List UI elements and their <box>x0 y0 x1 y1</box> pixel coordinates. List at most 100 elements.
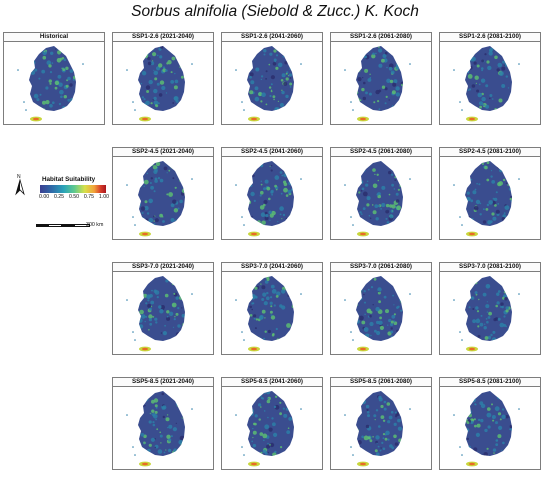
suitability-patch <box>366 203 370 207</box>
small-island <box>235 414 237 416</box>
suitability-patch <box>264 179 269 184</box>
suitability-patch <box>508 47 512 52</box>
suitability-patch <box>253 314 257 318</box>
suitability-patch <box>375 435 380 440</box>
suitability-patch <box>510 428 512 431</box>
suitability-patch <box>160 442 162 444</box>
suitability-patch <box>397 426 402 431</box>
suitability-patch <box>399 184 403 188</box>
suitability-patch <box>179 102 182 104</box>
suitability-patch <box>470 420 474 425</box>
suitability-patch <box>169 278 172 281</box>
suitability-patch <box>30 70 36 75</box>
suitability-patch <box>364 301 366 304</box>
suitability-patch <box>289 77 292 79</box>
suitability-patch <box>181 105 184 108</box>
suitability-patch <box>167 448 172 453</box>
suitability-patch <box>357 446 361 449</box>
suitability-patch <box>380 208 382 210</box>
suitability-patch <box>475 49 478 52</box>
suitability-patch <box>150 102 153 105</box>
suitability-patch <box>496 439 498 441</box>
suitability-patch <box>468 88 472 91</box>
suitability-patch <box>359 291 362 294</box>
small-island <box>126 299 128 301</box>
suitability-patch <box>478 183 481 186</box>
suitability-patch <box>473 61 477 65</box>
korea-suitability-map <box>344 46 411 122</box>
suitability-patch <box>508 187 512 191</box>
suitability-patch <box>285 407 289 411</box>
suitability-patch <box>275 188 278 191</box>
suitability-patch <box>268 86 272 89</box>
suitability-patch <box>181 220 185 225</box>
suitability-patch <box>276 338 280 341</box>
suitability-patch <box>58 82 63 87</box>
suitability-patch <box>372 183 378 189</box>
small-island <box>132 331 134 333</box>
suitability-patch <box>382 447 386 451</box>
suitability-patch <box>263 410 266 412</box>
suitability-patch <box>356 330 360 334</box>
suitability-patch <box>399 282 401 284</box>
suitability-patch <box>504 62 509 67</box>
suitability-patch <box>153 88 158 94</box>
suitability-patch <box>45 100 50 105</box>
suitability-patch <box>481 69 483 72</box>
suitability-patch <box>168 192 173 197</box>
suitability-patch <box>279 171 283 174</box>
suitability-patch <box>496 391 502 397</box>
suitability-patch <box>175 422 177 424</box>
suitability-patch <box>485 104 490 109</box>
suitability-patch <box>385 430 390 436</box>
suitability-patch <box>502 214 506 218</box>
suitability-patch <box>357 68 360 71</box>
suitability-patch <box>166 172 168 174</box>
small-island <box>191 178 193 180</box>
suitability-patch <box>361 164 365 168</box>
suitability-patch <box>157 54 159 57</box>
suitability-patch <box>148 79 153 85</box>
suitability-patch <box>150 185 154 190</box>
jeju-high-suitability <box>469 117 475 121</box>
suitability-patch <box>270 305 273 308</box>
suitability-patch <box>282 213 286 217</box>
suitability-patch <box>380 447 382 449</box>
suitability-patch <box>494 108 498 111</box>
suitability-patch <box>385 217 388 220</box>
suitability-patch <box>389 214 394 219</box>
suitability-patch <box>144 49 147 51</box>
suitability-patch <box>155 161 161 167</box>
suitability-patch <box>503 315 506 318</box>
small-island <box>453 184 455 186</box>
suitability-patch <box>503 291 506 294</box>
suitability-patch <box>358 62 360 65</box>
suitability-patch <box>182 177 185 180</box>
suitability-patch <box>357 46 359 49</box>
suitability-patch <box>505 306 509 310</box>
suitability-patch <box>369 314 372 318</box>
suitability-patch <box>270 89 273 91</box>
small-island <box>126 69 128 71</box>
small-island <box>459 101 461 103</box>
suitability-patch <box>261 75 264 78</box>
suitability-patch <box>249 108 252 111</box>
suitability-patch <box>152 223 156 226</box>
suitability-patch <box>393 434 397 439</box>
suitability-patch <box>177 278 182 282</box>
suitability-patch <box>172 326 175 328</box>
small-island <box>134 339 136 341</box>
suitability-patch <box>401 179 403 182</box>
suitability-patch <box>387 163 390 166</box>
suitability-patch <box>475 306 479 310</box>
suitability-patch <box>508 103 512 108</box>
suitability-patch <box>145 218 149 222</box>
suitability-patch <box>485 84 489 88</box>
suitability-patch <box>155 418 157 421</box>
suitability-patch <box>466 108 469 111</box>
suitability-patch <box>465 55 470 60</box>
suitability-patch <box>396 205 401 211</box>
suitability-patch <box>247 101 251 107</box>
suitability-patch <box>163 451 166 454</box>
suitability-patch <box>466 173 470 177</box>
